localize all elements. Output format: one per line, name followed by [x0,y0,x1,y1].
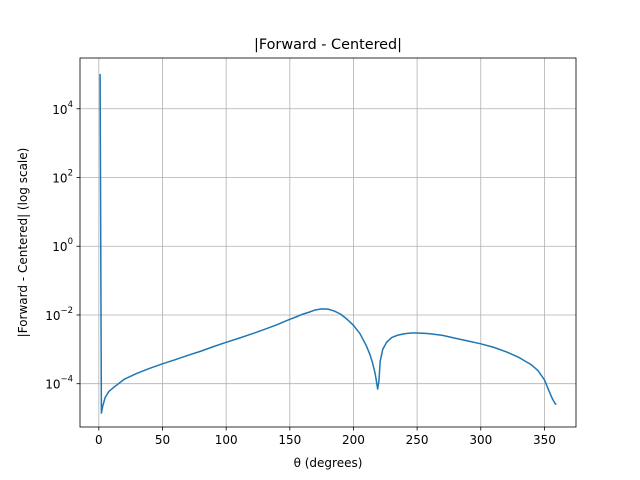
data-point [378,380,380,382]
data-point [113,386,115,388]
data-point [301,313,304,315]
data-point [314,309,316,311]
y-tick-label-base: 10 [52,172,67,186]
data-point [480,343,482,345]
data-point [391,336,393,339]
y-tick-label-exponent: −2 [60,306,73,316]
x-axis-ticks: 0 50 100 150 200 250 300 350 [95,427,556,447]
data-point [108,390,110,392]
data-point [543,379,546,381]
series-layer [99,73,557,414]
data-point [263,328,265,331]
data-point [365,344,367,347]
data-point [136,372,138,374]
data-point [429,333,431,335]
y-tick-label-exponent: −4 [60,375,73,385]
data-point [99,73,101,75]
data-point [102,405,104,407]
y-tick-label-exponent: 4 [68,100,73,110]
data-point [161,363,164,365]
y-tick-label: 10−2 [45,306,73,323]
x-tick-label: 350 [533,433,556,447]
y-tick-label-base: 10 [52,103,67,117]
data-point [295,316,297,318]
data-point [537,370,539,372]
data-point [187,354,189,356]
data-point [377,388,379,390]
data-point [505,351,507,353]
x-tick-label: 100 [215,433,238,447]
data-point [174,359,176,361]
data-point [555,403,557,405]
data-point [352,324,355,326]
data-point [308,311,310,313]
data-point [340,313,342,315]
y-axis-label: |Forward - Centered| (log scale) [16,148,30,338]
data-point [251,333,253,335]
data-point [547,388,549,390]
data-point [518,356,520,359]
y-tick-label: 100 [52,237,73,254]
x-tick-label: 250 [406,433,429,447]
data-point [385,341,388,343]
y-tick-label-base: 10 [52,240,67,254]
data-point [454,337,456,339]
y-tick-label-base: 10 [45,378,60,392]
data-point [359,332,361,335]
data-point [467,340,469,342]
x-tick-label: 200 [342,433,365,447]
data-point [100,245,102,247]
y-tick-label-exponent: 2 [68,169,73,179]
data-point [200,350,202,352]
y-tick-label: 102 [52,169,73,186]
data-point [238,337,240,339]
data-point [346,318,348,320]
data-point [382,348,384,350]
data-point [104,396,106,398]
data-point [397,334,399,336]
data-point [403,333,405,335]
data-point [554,402,556,404]
data-point [422,332,425,334]
x-tick-label: 0 [95,433,103,447]
data-point [321,308,323,310]
series-0 [99,73,557,414]
x-tick-label: 50 [155,433,170,447]
y-tick-label-exponent: 0 [68,237,73,247]
data-point [123,378,125,380]
data-point [416,332,418,334]
data-point [212,346,215,348]
data-point [410,332,412,334]
data-point [375,380,377,382]
x-axis-label: θ (degrees) [294,456,363,470]
data-point [379,360,381,362]
plot-frame [79,57,577,428]
data-point [289,318,291,320]
data-point [371,362,374,364]
data-point [551,397,553,399]
x-tick-label: 300 [469,433,492,447]
y-tick-label: 10−4 [45,375,73,392]
chart-title: |Forward - Centered| [254,37,402,53]
y-tick-label: 104 [52,100,73,117]
data-point [369,354,371,356]
data-point [149,367,151,369]
y-tick-label-base: 10 [45,309,60,323]
data-point [374,372,376,374]
data-point [276,324,278,326]
data-point [441,334,444,336]
x-tick-label: 150 [278,433,301,447]
data-point [225,341,227,343]
data-point [333,310,335,312]
data-point [327,308,329,310]
data-point [492,346,495,348]
data-point [531,364,533,366]
grid [80,58,576,427]
data-point [100,412,102,414]
